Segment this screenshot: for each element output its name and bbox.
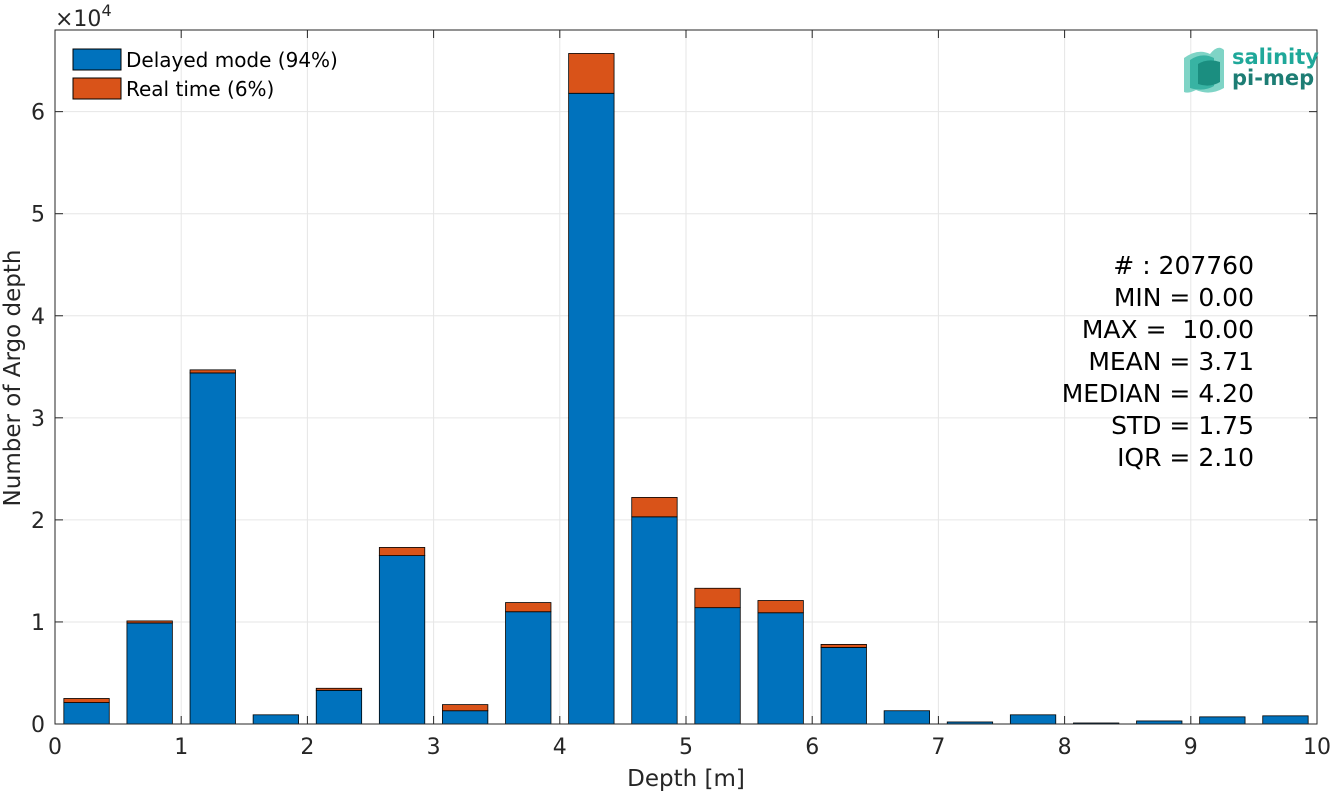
bar-delayed-mode: [315, 689, 363, 725]
bar-delayed-mode: [126, 622, 173, 725]
bar-delayed-mode: [1262, 715, 1309, 725]
bar-delayed-mode: [757, 612, 804, 725]
stat-median: MEDIAN = 4.20: [1062, 379, 1254, 408]
bar-real-time: [315, 687, 363, 691]
stat-mean: MEAN = 3.71: [1088, 347, 1254, 376]
stat-iqr: IQR = 2.10: [1117, 443, 1254, 472]
bar-delayed-mode: [631, 516, 678, 725]
bar-real-time: [631, 497, 678, 518]
y-tick-label: 2: [31, 509, 45, 534]
y-tick-label: 4: [31, 305, 45, 330]
bar-real-time: [442, 704, 489, 712]
bar-real-time: [63, 698, 110, 703]
legend-swatch-realtime: [72, 77, 122, 100]
stat-std: STD = 1.75: [1111, 411, 1254, 440]
bar-real-time: [757, 600, 804, 614]
axis-ticks: 0 1 2 3 4 5 6 7 8 9 10 0 1 2 3 4 5 6: [31, 30, 1331, 760]
y-tick-label: 0: [31, 713, 45, 738]
bar-delayed-mode: [63, 702, 110, 725]
y-tick-label: 5: [31, 203, 45, 228]
bar-delayed-mode: [189, 372, 236, 725]
bar-delayed-mode: [378, 555, 426, 725]
x-tick-label: 8: [1058, 735, 1072, 760]
x-tick-label: 2: [300, 735, 314, 760]
x-tick-label: 1: [174, 735, 188, 760]
x-tick-label: 10: [1303, 735, 1331, 760]
legend-label-delayed: Delayed mode (94%): [126, 48, 338, 72]
x-axis-label: Depth [m]: [627, 766, 745, 792]
bar-real-time: [568, 53, 615, 94]
bar-delayed-mode: [442, 710, 489, 725]
x-tick-label: 7: [931, 735, 945, 760]
bar-delayed-mode: [820, 647, 867, 725]
salinity-pi-mep-logo: salinity pi-mep: [1184, 45, 1319, 93]
x-tick-label: 3: [427, 735, 441, 760]
bar-delayed-mode: [505, 611, 552, 725]
legend-label-realtime: Real time (6%): [126, 77, 274, 101]
stat-max: MAX = 10.00: [1082, 315, 1254, 344]
stat-min: MIN = 0.00: [1114, 283, 1254, 312]
bar-real-time: [126, 620, 173, 624]
x-tick-label: 5: [679, 735, 693, 760]
bar-delayed-mode: [883, 710, 930, 725]
bar-real-time: [820, 643, 867, 648]
logo-text-pi-mep: pi-mep: [1232, 66, 1314, 90]
y-axis-label: Number of Argo depth: [0, 250, 26, 507]
stat-count: # : 207760: [1113, 251, 1254, 280]
y-tick-label: 3: [31, 407, 45, 432]
legend-swatch-delayed: [72, 48, 122, 71]
x-tick-label: 0: [48, 735, 62, 760]
x-tick-label: 9: [1184, 735, 1198, 760]
x-tick-label: 6: [805, 735, 819, 760]
legend: Delayed mode (94%) Real time (6%): [72, 48, 338, 101]
bar-delayed-mode: [694, 607, 741, 725]
y-tick-label: 6: [31, 101, 45, 126]
bar-delayed-mode: [1199, 716, 1246, 725]
bar-delayed-mode: [1009, 714, 1057, 725]
bars: [63, 53, 1309, 725]
bar-delayed-mode: [252, 714, 299, 725]
y-tick-label: 1: [31, 611, 45, 636]
logo-text-salinity: salinity: [1232, 45, 1319, 69]
bar-real-time: [694, 587, 741, 609]
bar-real-time: [505, 602, 552, 613]
y-axis-multiplier: ×104: [55, 1, 112, 32]
x-tick-label: 4: [553, 735, 567, 760]
bar-real-time: [189, 369, 236, 374]
logo-wave-icon: [1184, 47, 1224, 93]
bar-delayed-mode: [568, 92, 615, 725]
bar-real-time: [378, 547, 426, 557]
statistics-annotation: # : 207760 MIN = 0.00 MAX = 10.00 MEAN =…: [1062, 251, 1254, 472]
